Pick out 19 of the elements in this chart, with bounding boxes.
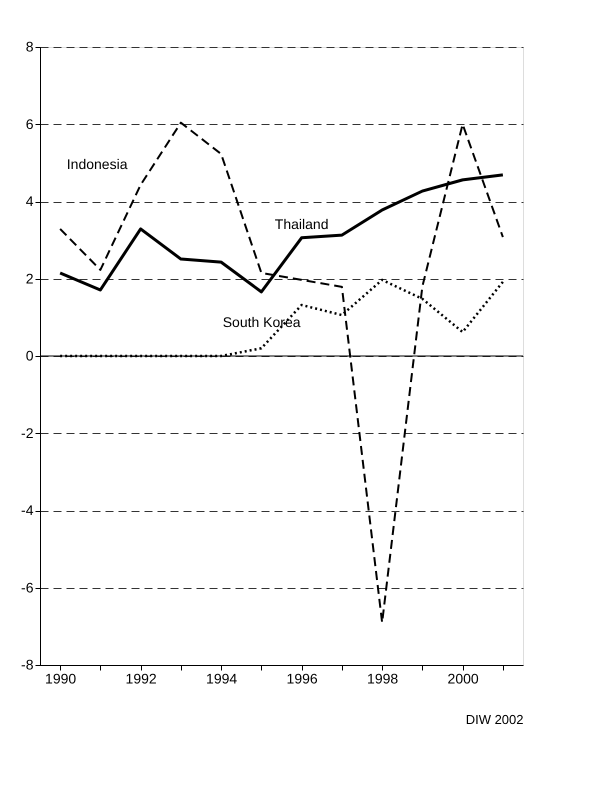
x-tick-label: 1994	[206, 670, 238, 686]
y-tick-label: 0	[26, 348, 34, 364]
y-tick-label: 2	[26, 270, 34, 286]
y-tick-label: -2	[21, 424, 34, 441]
series-label: Indonesia	[66, 156, 128, 172]
x-tick-label: 1998	[367, 670, 398, 686]
x-tick-label: 1996	[286, 670, 318, 686]
y-tick-label: 8	[26, 38, 34, 54]
y-tick-label: -8	[21, 656, 34, 672]
y-tick-label: 6	[26, 116, 34, 132]
x-tick-label: 1990	[45, 670, 76, 686]
y-tick-label: 4	[26, 193, 34, 209]
x-tick-label: 2000	[448, 670, 479, 686]
series-label: Thailand	[274, 216, 328, 232]
y-tick-label: -4	[21, 502, 34, 518]
series-label: South Korea	[222, 314, 301, 330]
text: DIW 2002	[466, 712, 524, 727]
y-tick-label: -6	[21, 579, 34, 596]
x-tick-label: 1992	[126, 670, 157, 686]
